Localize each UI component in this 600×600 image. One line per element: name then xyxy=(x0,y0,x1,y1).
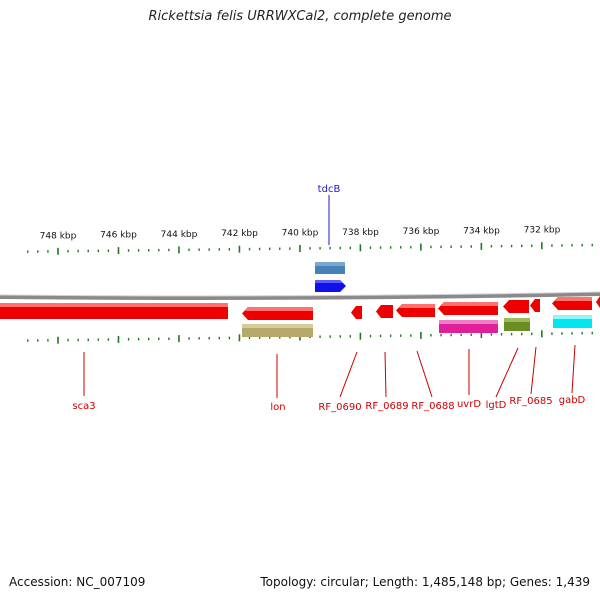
gene-label-RF_0685: RF_0685 xyxy=(509,396,552,407)
gene-label-RF_0689: RF_0689 xyxy=(365,401,408,412)
tick-marks-bottom xyxy=(27,330,593,344)
forward-features: tdcB xyxy=(315,184,346,292)
tick-label: 746 kbp xyxy=(100,231,137,241)
accession-text: Accession: NC_007109 xyxy=(9,575,146,589)
gene-leader-lines xyxy=(83,344,576,398)
tick-label: 736 kbp xyxy=(403,227,440,237)
gene-RF_0690 xyxy=(351,306,362,319)
tick-label: 738 kbp xyxy=(342,228,379,238)
tick-labels: 748 kbp 746 kbp 744 kbp 742 kbp 740 kbp 738 k… xyxy=(40,226,561,242)
gene-partial-right xyxy=(596,296,600,308)
tick-label: 732 kbp xyxy=(524,226,561,236)
tick-label: 748 kbp xyxy=(40,231,77,241)
gene-label-RF_0690: RF_0690 xyxy=(318,402,361,413)
gene-label-uvrD: uvrD xyxy=(457,399,481,410)
tick-label: 742 kbp xyxy=(221,229,258,239)
tick-label: 740 kbp xyxy=(282,229,319,239)
gene-label-RF_0688: RF_0688 xyxy=(411,401,454,412)
reverse-genes xyxy=(0,296,600,320)
gene-label-gabD: gabD xyxy=(559,395,586,406)
map-title: Rickettsia felis URRWXCal2, complete gen… xyxy=(148,9,452,24)
gene-labels: sca3 lon RF_0690 RF_0689 RF_0688 uvrD lg… xyxy=(72,395,585,413)
genome-backbone xyxy=(0,292,600,300)
gene-label-sca3: sca3 xyxy=(72,401,95,412)
gene-RF_0689 xyxy=(376,305,393,318)
tick-label: 744 kbp xyxy=(161,230,198,240)
topology-text: Topology: circular; Length: 1,485,148 bp… xyxy=(260,575,590,589)
tick-label: 734 kbp xyxy=(463,226,500,236)
cog-boxes xyxy=(242,315,592,337)
gene-label-lgtD: lgtD xyxy=(486,400,507,411)
gene-RF_0685 xyxy=(530,299,540,312)
gene-label-tdcB: tdcB xyxy=(318,184,341,195)
tick-marks-top xyxy=(27,242,593,255)
gene-lgtD xyxy=(503,300,529,313)
gene-label-lon: lon xyxy=(270,402,285,413)
